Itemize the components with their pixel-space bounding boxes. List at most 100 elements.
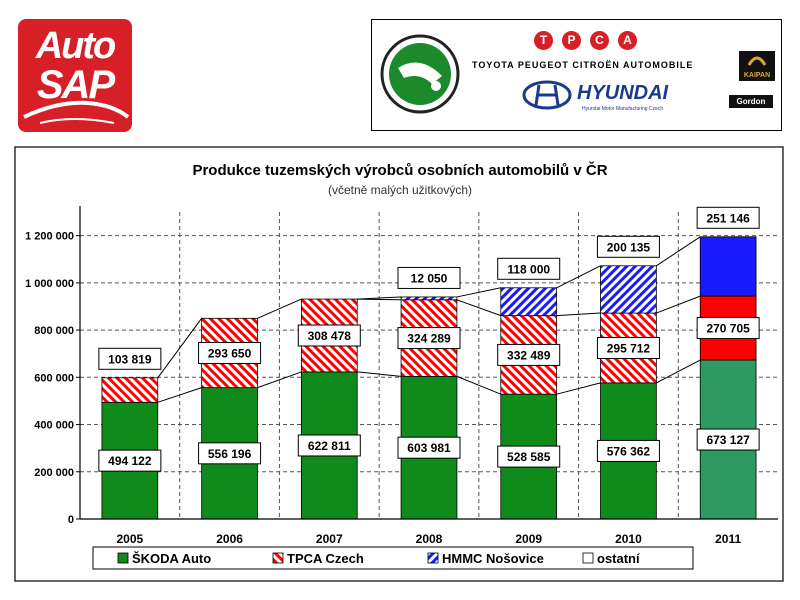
x-tick-label: 2007 bbox=[316, 532, 343, 546]
hyundai-wordmark: HYUNDAI bbox=[577, 82, 669, 104]
x-tick-label: 2011 bbox=[715, 532, 741, 546]
tpca-value-label-box bbox=[497, 343, 561, 366]
series-connector bbox=[357, 371, 402, 377]
y-tick-label: 1 000 000 bbox=[25, 278, 74, 290]
skoda-value-label: 556 196 bbox=[208, 447, 252, 461]
hmmc-value-label: 200 135 bbox=[607, 240, 651, 254]
hmmc-bar-2011 bbox=[699, 236, 757, 297]
legend-box bbox=[92, 546, 694, 570]
series-connector bbox=[357, 296, 402, 300]
tpca-value-label: 270 705 bbox=[706, 322, 750, 336]
tpca-value-label-box bbox=[696, 317, 760, 340]
series-connector bbox=[257, 298, 302, 319]
autosap-car-swoosh-icon bbox=[23, 100, 130, 124]
series-connector bbox=[556, 265, 601, 289]
autosap-logo-line1: Auto bbox=[35, 25, 117, 67]
tpca-value-label: 295 712 bbox=[607, 341, 651, 355]
hmmc-bar-2008 bbox=[400, 296, 458, 301]
x-tick-label: 2009 bbox=[515, 532, 542, 546]
tpca-value-label-box bbox=[98, 347, 162, 370]
series-connector bbox=[556, 312, 601, 317]
legend-swatch-3 bbox=[582, 552, 594, 564]
tpca-value-label: 332 489 bbox=[507, 348, 551, 362]
hmmc-value-label-box bbox=[397, 266, 461, 289]
hyundai-subtitle: Hyundai Motor Manufacturing Czech bbox=[582, 106, 664, 112]
hmmc-value-label: 118 000 bbox=[507, 262, 550, 276]
y-tick-label: 200 000 bbox=[34, 467, 74, 479]
tpca-value-label-box bbox=[198, 341, 262, 364]
y-tick-label: 400 000 bbox=[34, 420, 74, 432]
kaipan-logo: KAIPAN bbox=[739, 51, 775, 81]
legend-label-1: TPCA Czech bbox=[287, 551, 364, 566]
tpca-letter-t: T bbox=[534, 31, 553, 50]
kaipan-wordmark: KAIPAN bbox=[743, 72, 771, 79]
hmmc-value-label-box bbox=[696, 206, 760, 229]
y-tick-label: 600 000 bbox=[34, 372, 74, 384]
series-connector bbox=[157, 387, 202, 403]
series-connector bbox=[456, 375, 501, 395]
tpca-value-label: 308 478 bbox=[308, 329, 352, 343]
skoda-value-label: 576 362 bbox=[607, 444, 651, 458]
skoda-value-label: 494 122 bbox=[108, 454, 152, 468]
series-connector bbox=[656, 236, 701, 267]
skoda-value-label: 673 127 bbox=[706, 433, 750, 447]
hmmc-value-label-box bbox=[596, 235, 660, 258]
tpca-value-label-box bbox=[297, 324, 361, 347]
legend-label-0: ŠKODA Auto bbox=[132, 551, 211, 566]
legend-label-2: HMMC Nošovice bbox=[442, 551, 544, 566]
hmmc-value-label: 251 146 bbox=[706, 211, 750, 225]
legend-swatch-2 bbox=[427, 552, 439, 564]
x-tick-label: 2010 bbox=[615, 532, 642, 546]
tpca-subtitle: TOYOTA PEUGEOT CITROËN AUTOMOBILE bbox=[472, 60, 694, 70]
x-tick-label: 2008 bbox=[416, 532, 443, 546]
x-tick-label: 2006 bbox=[216, 532, 243, 546]
y-tick-label: 1 200 000 bbox=[25, 231, 74, 243]
skoda-value-label: 603 981 bbox=[407, 441, 451, 455]
series-connector bbox=[656, 295, 701, 314]
chart-subtitle: (včetně malých užitkových) bbox=[328, 183, 472, 197]
series-connector bbox=[456, 299, 501, 317]
skoda-logo-icon bbox=[380, 34, 460, 114]
y-tick-label: 0 bbox=[68, 514, 74, 526]
tpca-letter-a: A bbox=[618, 31, 637, 50]
hyundai-emblem-icon bbox=[522, 80, 572, 110]
tpca-value-label: 293 650 bbox=[208, 346, 252, 360]
tpca-bar-2005 bbox=[101, 377, 159, 403]
skoda-value-label-box bbox=[497, 445, 561, 468]
legend-swatch-0 bbox=[117, 552, 129, 564]
skoda-value-label: 528 585 bbox=[507, 450, 551, 464]
tpca-letter-p: P bbox=[562, 31, 581, 50]
tpca-value-label: 103 819 bbox=[108, 352, 152, 366]
hmmc-bar-2009 bbox=[500, 287, 558, 317]
legend-label-3: ostatní bbox=[597, 551, 640, 566]
series-connector bbox=[556, 382, 601, 395]
series-connector bbox=[656, 359, 701, 384]
autosap-logo: Auto SAP bbox=[18, 19, 132, 132]
hmmc-bar-2010 bbox=[600, 265, 657, 314]
skoda-value-label-box bbox=[696, 428, 760, 451]
tpca-value-label-box bbox=[397, 327, 461, 350]
series-connector bbox=[257, 371, 302, 389]
kaipan-emblem-icon bbox=[747, 56, 767, 66]
skoda-value-label-box bbox=[397, 436, 461, 459]
autosap-logo-line2: SAP bbox=[36, 63, 115, 107]
tpca-value-label: 324 289 bbox=[407, 332, 451, 346]
hmmc-value-label-box bbox=[497, 257, 561, 280]
skoda-value-label-box bbox=[98, 449, 162, 472]
y-tick-label: 800 000 bbox=[34, 325, 74, 337]
gordon-logo: Gordon bbox=[729, 95, 773, 108]
x-tick-label: 2005 bbox=[117, 532, 144, 546]
hmmc-value-label: 12 050 bbox=[411, 271, 448, 285]
legend-swatch-1 bbox=[272, 552, 284, 564]
skoda-value-label-box bbox=[297, 434, 361, 457]
tpca-value-label-box bbox=[596, 336, 660, 359]
skoda-value-label-box bbox=[198, 442, 262, 465]
skoda-value-label: 622 811 bbox=[308, 439, 351, 453]
tpca-letter-c: C bbox=[590, 31, 609, 50]
series-connector bbox=[157, 318, 203, 379]
sponsor-logos-box: T P C A TOYOTA PEUGEOT CITROËN AUTOMOBIL… bbox=[371, 19, 782, 131]
chart-title: Produkce tuzemských výrobců osobních aut… bbox=[192, 161, 607, 179]
series-connector bbox=[456, 287, 501, 298]
skoda-value-label-box bbox=[596, 439, 660, 462]
